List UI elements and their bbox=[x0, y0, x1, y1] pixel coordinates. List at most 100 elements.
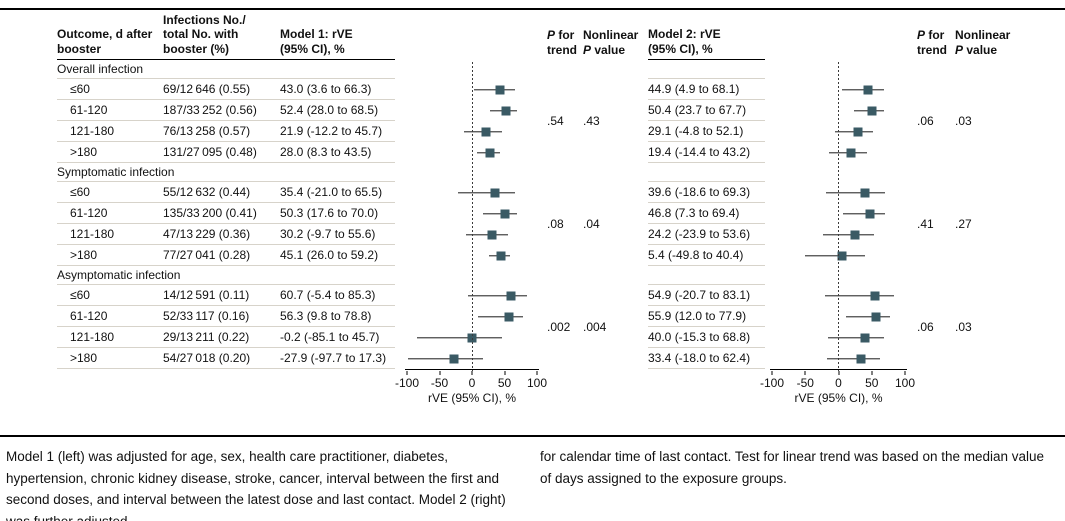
model1-rve-cell: 56.3 (9.8 to 78.8) bbox=[280, 306, 395, 327]
model1-forest-row bbox=[395, 348, 547, 369]
outcome-cell: ≤60 bbox=[57, 285, 163, 306]
model1-forest-row bbox=[395, 142, 547, 163]
model1-forest-row-area bbox=[407, 285, 537, 306]
model2-rve-cell: 40.0 (-15.3 to 68.8) bbox=[648, 327, 765, 348]
point-estimate-marker bbox=[490, 188, 500, 197]
header-model1-rve: Model 1: rVE (95% CI), % bbox=[280, 14, 395, 60]
model2-rve-cell: 54.9 (-20.7 to 83.1) bbox=[648, 285, 765, 306]
model2-rve-cell: 33.4 (-18.0 to 62.4) bbox=[648, 348, 765, 369]
p-trend-value-model2: .06 bbox=[917, 320, 934, 334]
nonlinear-p-value-model2: .03 bbox=[955, 114, 972, 128]
model2-forest-row bbox=[765, 100, 912, 121]
point-estimate-marker bbox=[487, 230, 497, 239]
point-estimate-marker bbox=[506, 291, 516, 300]
model2-forest-row bbox=[765, 327, 912, 348]
model2-forest-row-area bbox=[772, 245, 905, 266]
axis-tick bbox=[471, 370, 473, 375]
outcome-cell: >180 bbox=[57, 245, 163, 266]
model2-rve-cell: 19.4 (-14.4 to 43.2) bbox=[648, 142, 765, 163]
infections-cell: 29/13 211 (0.22) bbox=[163, 327, 280, 348]
model2-forest-row bbox=[765, 121, 912, 142]
ci-line bbox=[408, 357, 484, 360]
model1-forest-row-area bbox=[407, 121, 537, 142]
header-model2-rve: Model 2: rVE (95% CI), % bbox=[648, 14, 765, 60]
model2-forest-row bbox=[765, 306, 912, 327]
outcome-cell: ≤60 bbox=[57, 79, 163, 100]
outcome-cell: 121-180 bbox=[57, 121, 163, 142]
axis-tick-label: -100 bbox=[394, 376, 420, 390]
axis-tick-label: 0 bbox=[468, 376, 476, 390]
x-axis-model2: -100 -50 0 50 100 rVE (95% CI), % bbox=[760, 369, 915, 411]
footnote-right-column: for calendar time of last contact. Test … bbox=[540, 449, 1045, 486]
axis-title: rVE (95% CI), % bbox=[427, 391, 517, 405]
nonlinear-p-value-model1: .004 bbox=[583, 320, 607, 334]
point-estimate-marker bbox=[856, 354, 866, 363]
footnote-divider-rule bbox=[0, 435, 1065, 437]
ci-line bbox=[828, 336, 885, 339]
model1-forest-row-area bbox=[407, 142, 537, 163]
header-p-for-trend-model1: P for trend bbox=[547, 28, 577, 57]
model2-forest-row bbox=[765, 142, 912, 163]
axis-tick-label: 100 bbox=[526, 376, 548, 390]
model2-forest-row-area bbox=[772, 327, 905, 348]
ci-line bbox=[822, 233, 875, 236]
infections-cell: 47/13 229 (0.36) bbox=[163, 224, 280, 245]
nonlinear-p-value-model2: .27 bbox=[955, 217, 972, 231]
point-estimate-marker bbox=[850, 230, 860, 239]
outcome-cell: >180 bbox=[57, 348, 163, 369]
model2-forest-row-area bbox=[772, 182, 905, 203]
point-estimate-marker bbox=[485, 148, 495, 157]
model2-rve-cell: 29.1 (-4.8 to 52.1) bbox=[648, 121, 765, 142]
axis-tick bbox=[771, 370, 773, 375]
model1-rve-cell: 50.3 (17.6 to 70.0) bbox=[280, 203, 395, 224]
point-estimate-marker bbox=[853, 127, 863, 136]
header-p-for-trend-model2: P for trend bbox=[917, 28, 947, 57]
point-estimate-marker bbox=[860, 333, 870, 342]
model1-forest-row bbox=[395, 182, 547, 203]
model2-forest-row-area bbox=[772, 285, 905, 306]
ci-line bbox=[805, 254, 866, 257]
p-trend-value-model2: .41 bbox=[917, 217, 934, 231]
group-header-label: Symptomatic infection bbox=[57, 163, 395, 182]
point-estimate-marker bbox=[837, 251, 847, 260]
model1-forest-row bbox=[395, 121, 547, 142]
ci-line bbox=[416, 336, 502, 339]
group-header-label: Asymptomatic infection bbox=[57, 266, 395, 285]
ci-line bbox=[843, 212, 885, 215]
model2-rve-cell: 5.4 (-49.8 to 40.4) bbox=[648, 245, 765, 266]
model2-forest-row bbox=[765, 348, 912, 369]
model2-forest-row bbox=[765, 79, 912, 100]
model1-forest-row-area bbox=[407, 348, 537, 369]
outcome-group: Symptomatic infection ≤60 55/12 632 (0.44)… bbox=[57, 163, 1065, 266]
header-infections: Infections No./ total No. with booster (… bbox=[163, 13, 280, 60]
infections-cell: 69/12 646 (0.55) bbox=[163, 79, 280, 100]
outcome-cell: 121-180 bbox=[57, 327, 163, 348]
p-italic: P bbox=[917, 28, 926, 43]
footnote-left-column: Model 1 (left) was adjusted for age, sex… bbox=[6, 449, 506, 521]
axis-tick bbox=[804, 370, 806, 375]
point-estimate-marker bbox=[481, 127, 491, 136]
model1-rve-cell: -0.2 (-85.1 to 45.7) bbox=[280, 327, 395, 348]
ci-line bbox=[824, 294, 894, 297]
point-estimate-marker bbox=[501, 106, 511, 115]
infections-cell: 187/33 252 (0.56) bbox=[163, 100, 280, 121]
header-plot1-spacer bbox=[395, 14, 547, 60]
model1-forest-row bbox=[395, 224, 547, 245]
axis-tick bbox=[504, 370, 505, 375]
axis-title: rVE (95% CI), % bbox=[794, 391, 883, 405]
model1-rve-cell: 45.1 (26.0 to 59.2) bbox=[280, 245, 395, 266]
group-header-model2-spacer bbox=[648, 163, 765, 182]
model1-rve-cell: -27.9 (-97.7 to 17.3) bbox=[280, 348, 395, 369]
zero-reference-line-model1 bbox=[471, 62, 473, 371]
axis-tick-label: -100 bbox=[759, 376, 785, 390]
outcome-cell: 61-120 bbox=[57, 203, 163, 224]
header-outcome: Outcome, d after booster bbox=[57, 14, 163, 60]
model2-rve-cell: 46.8 (7.3 to 69.4) bbox=[648, 203, 765, 224]
model1-forest-row-area bbox=[407, 245, 537, 266]
point-estimate-marker bbox=[865, 209, 875, 218]
ci-line bbox=[465, 233, 509, 236]
model1-forest-row bbox=[395, 100, 547, 121]
outcome-group: Overall infection ≤60 69/12 646 (0.55) 43.0… bbox=[57, 60, 1065, 163]
column-header-row: Outcome, d after booster Infections No./… bbox=[57, 13, 1065, 60]
p-italic: P bbox=[547, 28, 556, 43]
